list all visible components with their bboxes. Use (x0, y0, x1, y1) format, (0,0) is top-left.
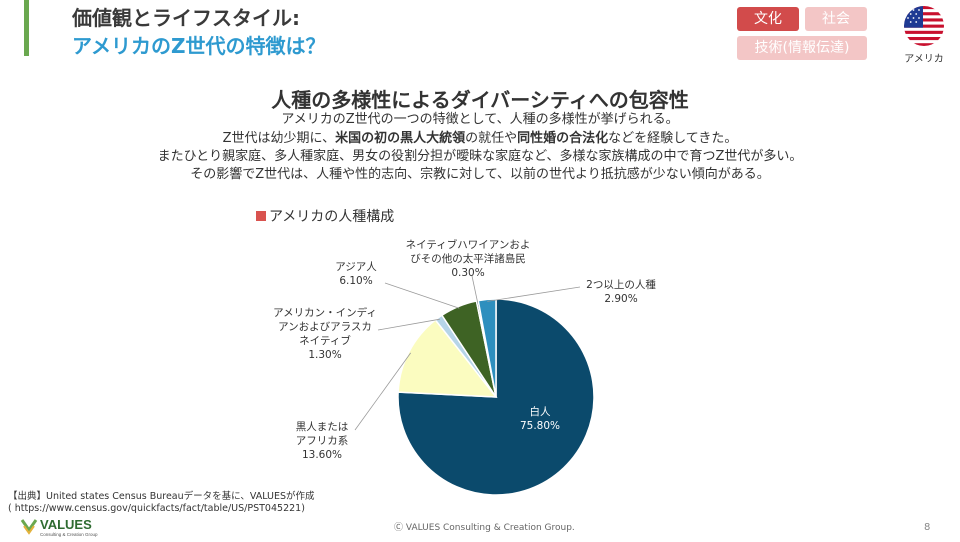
pie-slice (397, 318, 498, 398)
slice-label: アンおよびアラスカ (278, 321, 372, 333)
body-text-line: その影響でZ世代は、人種や性的志向、宗教に対して、以前の世代より抵抗感が少ない傾… (190, 167, 770, 182)
slice-label: 75.80% (520, 420, 560, 432)
svg-text:Consulting & Creation Group: Consulting & Creation Group (40, 532, 98, 537)
body-text-line: Z世代は幼少期に、米国の初の黒人大統領の就任や同性婚の合法化などを経験してきた。 (222, 131, 738, 146)
slice-label: 白人 (530, 405, 551, 418)
slice-label: 2つ以上の人種 (586, 278, 656, 291)
legend-swatch (256, 211, 266, 221)
page-title: 価値観とライフスタイル: (72, 6, 300, 30)
page-subtitle: アメリカのZ世代の特徴は？ (72, 34, 326, 58)
tag-culture[interactable]: 文化 (737, 7, 799, 31)
slice-label: アフリカ系 (296, 435, 349, 447)
body-text-line: またひとり親家庭、多人種家庭、男女の役割分担が曖昧な家庭など、多様な家族構成の中… (157, 149, 803, 164)
title-accent-bar (24, 0, 29, 56)
slice-label: アジア人 (335, 261, 377, 273)
slice-label: びその他の太平洋諸島民 (410, 252, 526, 265)
leader-line (354, 352, 412, 431)
pie-slice (477, 298, 497, 398)
slice-label: 6.10% (339, 275, 372, 287)
slice-label: 1.30% (308, 349, 341, 361)
country-label: アメリカ (904, 54, 944, 65)
leader-line (471, 275, 479, 303)
leader-line (377, 318, 440, 331)
values-logo: VALUES Consulting & Creation Group (20, 516, 130, 538)
tag-society[interactable]: 社会 (805, 7, 867, 31)
leader-line (487, 286, 581, 302)
slice-label: アメリカン・インディ (273, 306, 377, 319)
tag-technology[interactable]: 技術(情報伝達) (737, 36, 867, 60)
us-flag-icon (904, 6, 944, 46)
slice-label: 2.90% (604, 293, 637, 305)
leader-line (384, 282, 460, 309)
source-citation: 【出典】United states Census Bureauデータを基に、VA… (8, 491, 315, 502)
body-text-line: アメリカのZ世代の一つの特徴として、人種の多様性が挙げられる。 (281, 112, 679, 127)
slice-label: ネイティブハワイアンおよ (406, 238, 531, 251)
slice-label: 13.60% (302, 449, 342, 461)
slice-label: 0.30% (451, 267, 484, 279)
chart-title: アメリカの人種構成 (256, 206, 394, 226)
slice-label: 黒人または (296, 421, 349, 433)
copyright: Ⓒ VALUES Consulting & Creation Group. (394, 523, 575, 533)
chart-title-text: アメリカの人種構成 (269, 209, 395, 225)
slice-label: ネイティブ (299, 334, 351, 347)
section-heading: 人種の多様性によるダイバーシティへの包容性 (271, 88, 689, 112)
svg-text:VALUES: VALUES (40, 517, 92, 532)
page-number: 8 (924, 522, 931, 533)
source-url: ( https://www.census.gov/quickfacts/fact… (8, 503, 305, 514)
